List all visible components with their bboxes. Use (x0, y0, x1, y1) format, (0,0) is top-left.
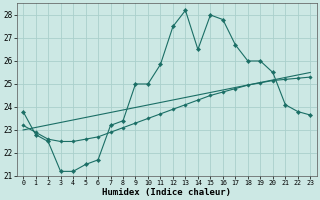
X-axis label: Humidex (Indice chaleur): Humidex (Indice chaleur) (102, 188, 231, 197)
